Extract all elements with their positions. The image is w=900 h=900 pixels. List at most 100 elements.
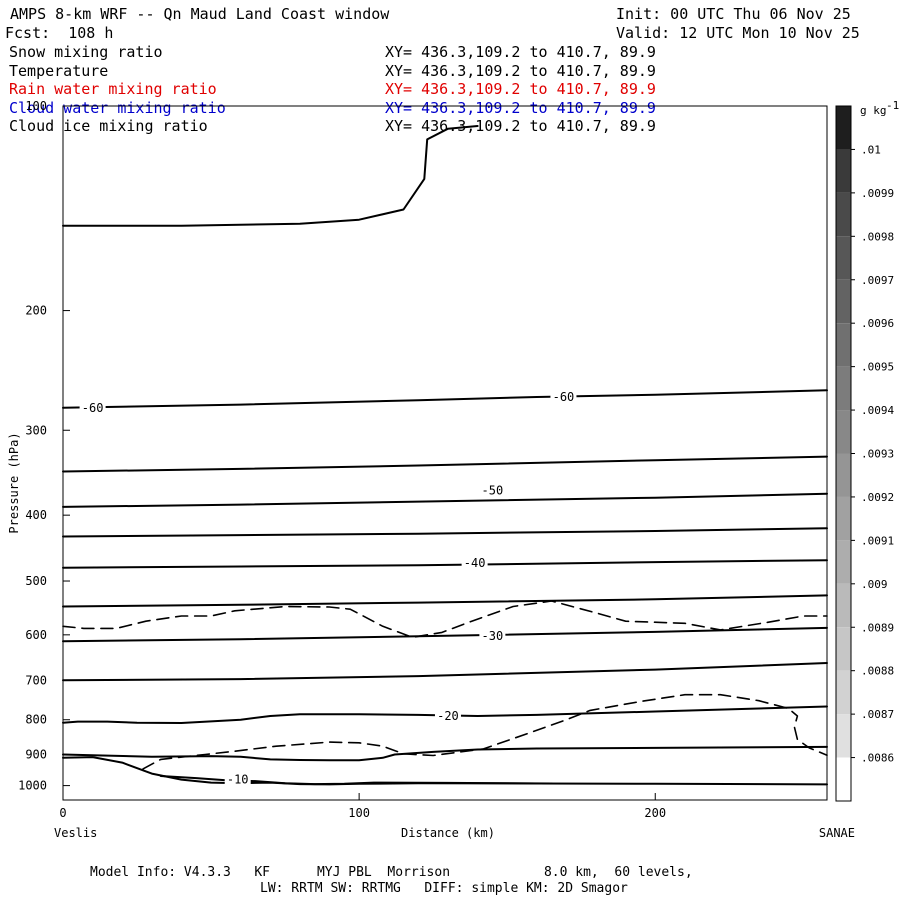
colorbar-swatch [836,453,851,497]
y-tick-label: 700 [25,673,47,687]
colorbar-label: .0091 [861,534,894,547]
isotherm-label: -20 [437,709,459,723]
colorbar-label: .0097 [861,274,894,287]
x-axis: 0 100 200 [59,793,666,820]
colorbar-label: .0094 [861,404,894,417]
y-tick-label: 600 [25,628,47,642]
colorbar-label: .0096 [861,317,894,330]
isotherm-label-bg [479,483,506,497]
colorbar-swatch [836,670,851,715]
colorbar: .01 .0099 .0098 .0097 .0096 .0095 .0094 .0093 .0… [835,99,899,802]
isotherm-line [62,594,828,608]
x-tick-label: 0 [59,806,66,820]
y-tick-label: 800 [25,713,47,727]
isotherm-label: -40 [464,556,486,570]
colorbar-swatch [836,366,851,411]
isotherm-line [62,125,479,227]
snow-ratio-contour [62,600,828,639]
model-info-line2: LW: RRTM SW: RRTMG DIFF: simple KM: 2D S… [260,881,628,896]
y-axis: 100 200 300 400 500 600 700 800 900 1000 [18,99,70,793]
field-xy: XY= 436.3,109.2 to 410.7, 89.9 [385,80,656,98]
isotherm-line [62,492,828,508]
isotherm-line [62,527,828,538]
colorbar-label: .0099 [861,187,894,200]
colorbar-label: .0088 [861,665,894,678]
isotherm-label-bg [434,709,461,723]
isotherm-line [62,455,828,473]
colorbar-label: .0087 [861,708,894,721]
y-tick-label: 500 [25,574,47,588]
end-location-label: SANAE [819,826,855,840]
isotherm-label-bg [461,555,488,569]
colorbar-swatch [836,583,851,628]
colorbar-swatch [836,757,851,801]
model-info-line1: Model Info: V4.3.3 KF MYJ PBL Morrison 8… [90,865,693,880]
isotherm-label-bg [224,772,251,786]
colorbar-swatch [836,410,851,454]
colorbar-label: .0093 [861,448,894,461]
colorbar-swatch [836,714,851,758]
isotherm-line [62,626,828,643]
field-name: Cloud ice mixing ratio [9,117,208,135]
y-tick-label: 1000 [18,779,47,793]
colorbar-swatch [836,540,851,584]
y-tick-label: 100 [25,99,47,113]
colorbar-swatch [836,236,851,280]
isotherm-line [62,559,828,569]
field-name: Snow mixing ratio [9,43,163,61]
isotherm-line [62,756,828,786]
y-tick-label: 400 [25,508,47,522]
snow-ratio-contour [142,693,828,770]
colorbar-label: .0092 [861,491,894,504]
field-xy: XY= 436.3,109.2 to 410.7, 89.9 [385,98,656,117]
x-tick-label: 100 [348,806,370,820]
y-tick-label: 300 [25,423,47,437]
isotherm-label: -30 [482,629,504,643]
colorbar-swatch [836,106,851,150]
plot-frame [62,105,828,801]
isotherm-line [159,775,553,786]
colorbar-label: .009 [861,578,888,591]
colorbar-swatch [836,627,851,671]
colorbar-label: .0086 [861,752,894,765]
colorbar-swatch [836,496,851,541]
contour-lines [62,125,828,786]
init-time: Init: 00 UTC Thu 06 Nov 25 [616,5,851,23]
isotherm-label: -10 [227,773,249,787]
chart-title: AMPS 8-km WRF -- Qn Maud Land Coast wind… [10,5,390,23]
isotherm-label: -60 [553,390,575,404]
y-tick-label: 900 [25,748,47,762]
field-xy: XY= 436.3,109.2 to 410.7, 89.9 [385,61,656,80]
colorbar-label: .01 [861,143,881,156]
start-location-label: Veslis [54,826,97,840]
field-name: Temperature [9,61,109,80]
isotherm-line [62,705,828,724]
colorbar-label: .0089 [861,621,894,634]
isotherm-label: -60 [82,401,104,415]
x-tick-label: 200 [644,806,666,820]
field-xy: XY= 436.3,109.2 to 410.7, 89.9 [385,43,656,61]
forecast-hour: Fcst: 108 h [5,24,114,42]
isotherm-label-bg [550,389,577,403]
field-name: Cloud water mixing ratio [9,98,226,117]
isotherm-label: -50 [482,484,504,498]
colorbar-unit: g kg [860,104,887,117]
isotherm-labels: -60 -60 -50 -40 -30 -20 -10 [79,389,577,787]
colorbar-swatch [836,323,851,367]
colorbar-swatch [836,149,851,193]
colorbar-swatch [836,279,851,324]
isotherm-line [62,389,828,409]
field-name: Rain water mixing ratio [9,80,217,98]
y-tick-label: 200 [25,304,47,318]
colorbar-label: .0095 [861,361,894,374]
colorbar-swatch [836,192,851,237]
isotherm-label-bg [79,400,106,414]
x-axis-label: Distance (km) [401,826,495,840]
isotherm-line [62,745,828,762]
valid-time: Valid: 12 UTC Mon 10 Nov 25 [616,24,860,42]
y-axis-label: Pressure (hPa) [7,432,21,533]
isotherm-label-bg [479,628,506,642]
colorbar-label: .0098 [861,230,894,243]
isotherm-line [62,662,828,682]
